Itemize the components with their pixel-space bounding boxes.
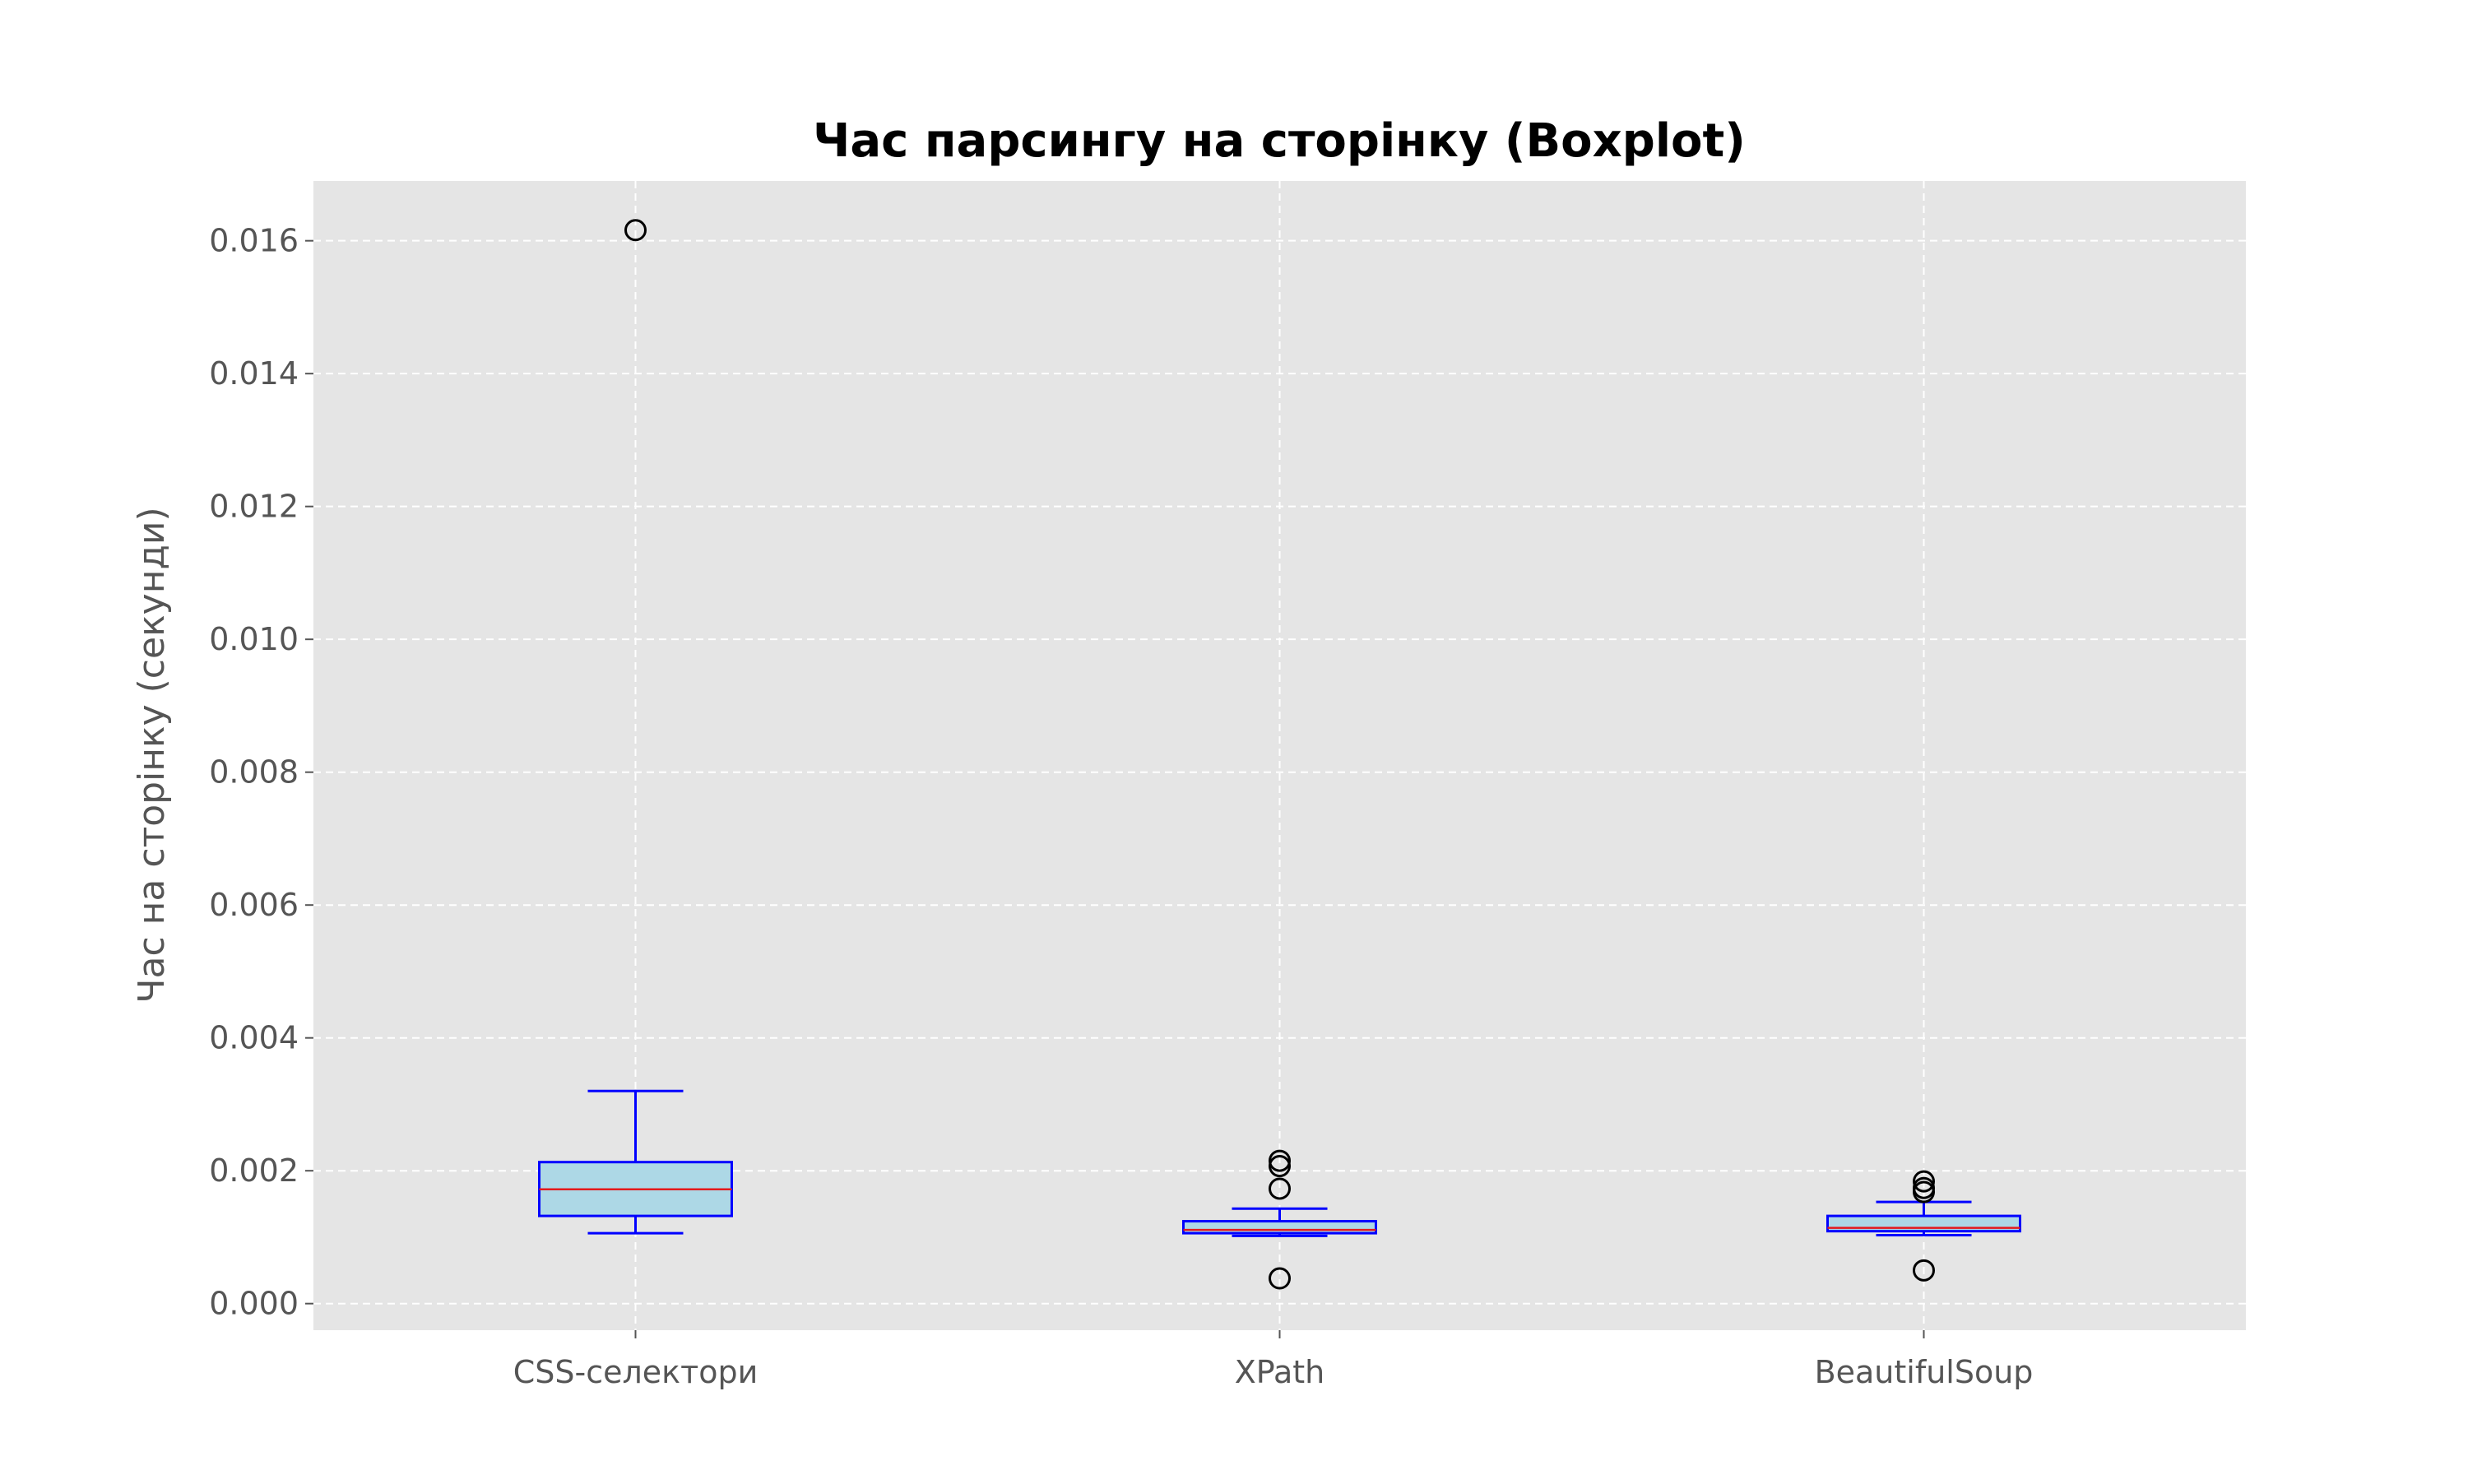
y-tick-label: 0.004 xyxy=(209,1020,299,1056)
outlier-point xyxy=(624,219,647,242)
box-group xyxy=(1826,1170,2021,1282)
y-tick-label: 0.010 xyxy=(209,621,299,657)
y-tick-label: 0.016 xyxy=(209,223,299,259)
iqr-box xyxy=(1182,1220,1377,1235)
outlier-point xyxy=(1913,1180,1935,1203)
y-tick-label: 0.000 xyxy=(209,1286,299,1322)
x-tick-label: BeautifulSoup xyxy=(1815,1354,2034,1390)
box-group xyxy=(538,219,733,1235)
boxes xyxy=(538,219,2021,1290)
box-group xyxy=(1182,1149,1377,1290)
iqr-box xyxy=(1826,1214,2021,1233)
chart-title: Час парсингу на сторінку (Boxplot) xyxy=(813,114,1746,168)
outlier-point xyxy=(1269,1267,1291,1290)
outlier-point xyxy=(1913,1259,1935,1282)
outlier-point xyxy=(1269,1155,1291,1178)
x-tick-label: XPath xyxy=(1235,1354,1325,1390)
outlier-point xyxy=(1269,1177,1291,1200)
outlier-point xyxy=(1913,1170,1935,1193)
y-axis-label: Час на сторінку (секунди) xyxy=(131,507,173,1003)
y-tick-label: 0.006 xyxy=(209,887,299,923)
x-tick-label: CSS-селектори xyxy=(513,1354,758,1390)
y-tick-label: 0.002 xyxy=(209,1152,299,1189)
y-tick-label: 0.014 xyxy=(209,355,299,392)
axes: 0.000 0.002 0.004 0.006 0.008 0.010 0.012 0.014… xyxy=(209,223,2033,1390)
y-tick-label: 0.012 xyxy=(209,489,299,525)
y-tick-label: 0.008 xyxy=(209,754,299,791)
outlier-point xyxy=(1269,1149,1291,1172)
